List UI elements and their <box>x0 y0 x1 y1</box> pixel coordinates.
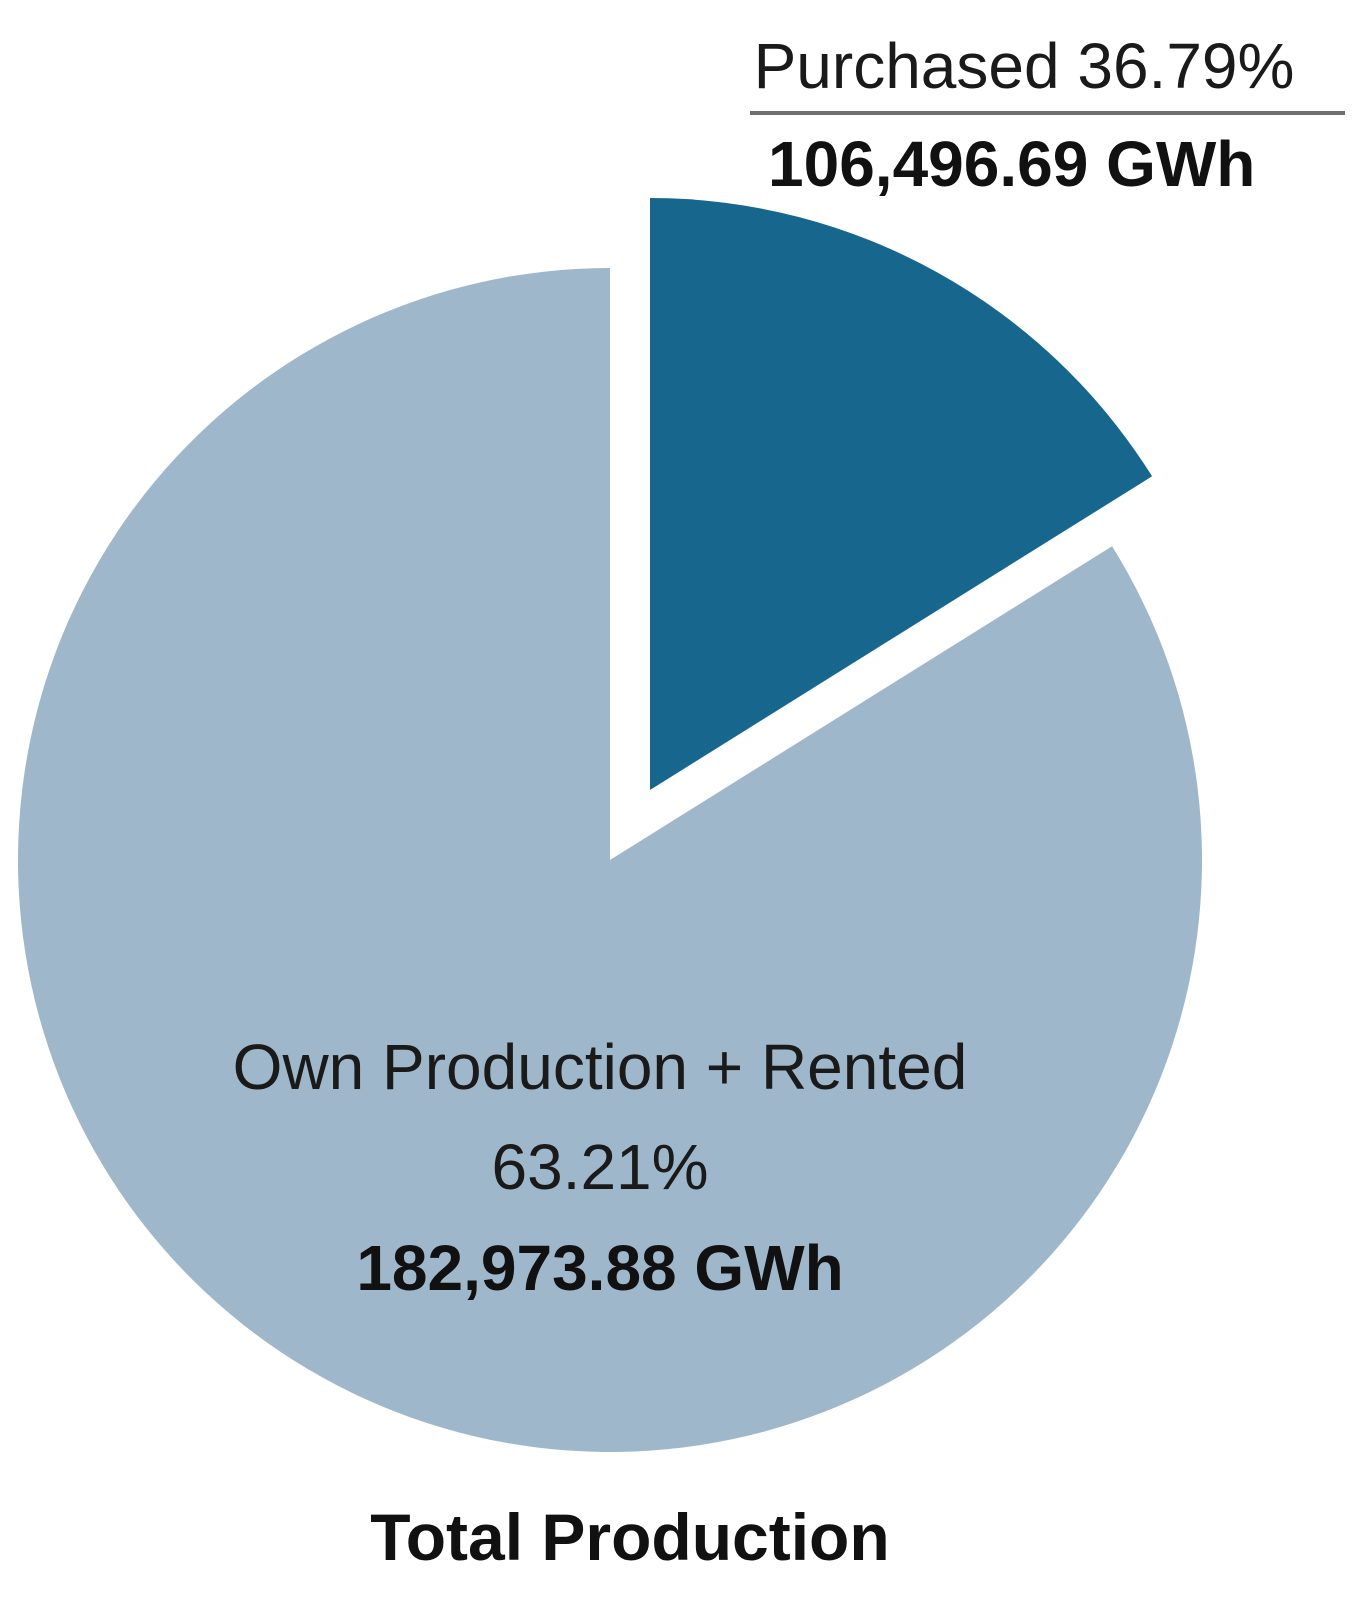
chart-title: Total Production <box>370 1500 889 1574</box>
label-own-production-value: 182,973.88 GWh <box>356 1232 843 1304</box>
label-purchased-percent: Purchased 36.79% <box>754 30 1295 102</box>
pie-slice-own-production-rented <box>17 268 1203 1453</box>
label-own-production-percent: 63.21% <box>491 1131 708 1203</box>
label-own-production-name: Own Production + Rented <box>233 1031 968 1103</box>
pie-slice-purchased <box>650 198 1153 790</box>
label-purchased-value: 106,496.69 GWh <box>768 128 1255 200</box>
